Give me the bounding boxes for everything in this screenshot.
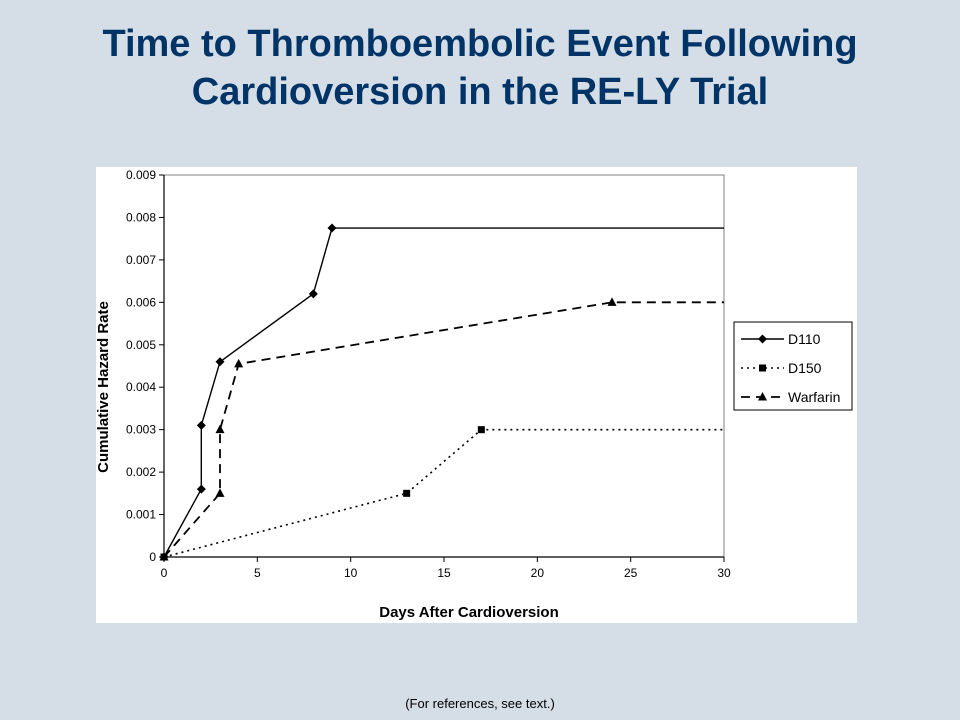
legend-box <box>733 321 853 411</box>
footnote: (For references, see text.) <box>405 696 555 711</box>
legend-marker-d150 <box>759 364 766 372</box>
x-tick-label: 10 <box>344 566 358 580</box>
data-point-warfarin <box>234 358 244 368</box>
data-point-warfarin <box>607 297 617 306</box>
y-axis-title: Cumulative Hazard Rate <box>96 301 112 473</box>
legend: D110 D150 Warfarin <box>733 321 853 411</box>
series-line-warfarin <box>163 301 724 558</box>
data-point-d110 <box>196 420 206 430</box>
slide-title: Time to Thromboembolic Event Following C… <box>0 20 960 116</box>
data-point-d110 <box>215 357 225 367</box>
y-tick-label: 0 <box>149 550 156 564</box>
legend-label-d110: D110 <box>788 331 821 347</box>
x-tick-label: 30 <box>717 566 731 580</box>
legend-marker-warfarin <box>758 392 767 401</box>
series-lines <box>163 227 724 558</box>
y-axis-ticks: 0 0.001 0.002 0.003 0.004 0.005 0.006 0.007 0.00… <box>126 168 164 564</box>
y-tick-label: 0.008 <box>126 210 156 224</box>
y-tick-label: 0.006 <box>126 295 156 309</box>
x-tick-label: 25 <box>624 566 638 580</box>
series-markers <box>159 223 617 562</box>
x-tick-label: 5 <box>254 566 261 580</box>
y-tick-label: 0.002 <box>126 465 156 479</box>
legend-marker-d110 <box>758 334 767 344</box>
x-tick-label: 0 <box>161 566 168 580</box>
data-point-warfarin <box>215 488 225 497</box>
plot-area <box>163 174 725 558</box>
x-axis-ticks: 0 5 10 15 20 25 30 <box>161 557 731 580</box>
legend-label-d150: D150 <box>788 360 822 376</box>
cumulative-hazard-chart: 0 0.001 0.002 0.003 0.004 0.005 0.006 0.007 0.00… <box>96 168 853 621</box>
x-axis-title: Days After Cardioversion <box>379 604 559 621</box>
data-point-d150 <box>477 426 485 434</box>
y-tick-label: 0.004 <box>126 380 156 394</box>
legend-label-warfarin: Warfarin <box>788 389 840 405</box>
data-point-d110 <box>196 484 206 494</box>
data-point-d110 <box>308 289 318 299</box>
y-tick-label: 0.007 <box>126 253 156 267</box>
slide-title-line-2: Cardioversion in the RE-LY Trial <box>191 71 769 113</box>
plot-frame <box>163 174 725 558</box>
data-point-d150 <box>403 489 411 497</box>
x-tick-label: 20 <box>531 566 545 580</box>
y-tick-label: 0.009 <box>126 168 156 182</box>
chart-panel: 0 0.001 0.002 0.003 0.004 0.005 0.006 0.007 0.00… <box>96 167 857 623</box>
x-tick-label: 15 <box>437 566 451 580</box>
slide-title-line-1: Time to Thromboembolic Event Following <box>102 23 858 65</box>
series-line-d150 <box>163 428 724 558</box>
y-tick-label: 0.003 <box>126 423 156 437</box>
data-point-warfarin <box>215 424 225 434</box>
series-line-d110 <box>163 227 724 558</box>
y-tick-label: 0.001 <box>126 508 156 522</box>
data-point-warfarin <box>159 552 169 561</box>
y-tick-label: 0.005 <box>126 338 156 352</box>
data-point-d110 <box>327 223 337 233</box>
